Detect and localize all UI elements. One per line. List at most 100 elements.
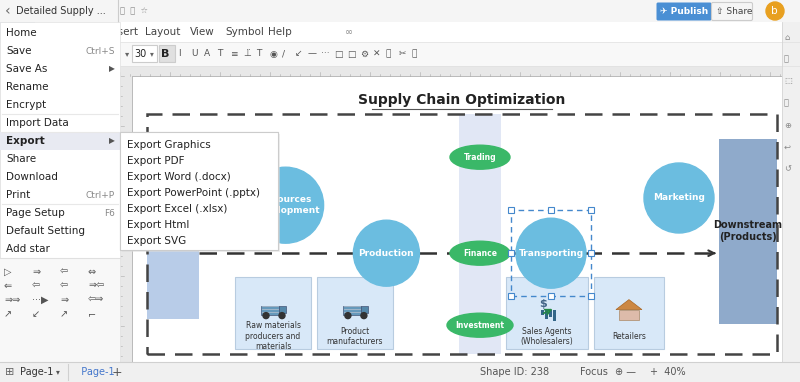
Bar	[549, 309, 552, 317]
Text: Shape ID: 238: Shape ID: 238	[480, 367, 549, 377]
Bar	[719, 139, 777, 324]
Text: Trading: Trading	[464, 153, 496, 162]
Bar	[541, 309, 544, 315]
Text: ✈ Publish: ✈ Publish	[660, 6, 708, 16]
Text: +: +	[112, 366, 122, 379]
Bar	[159, 45, 175, 62]
Bar	[508, 250, 514, 256]
Polygon shape	[616, 299, 642, 309]
Text: ⇧ Share: ⇧ Share	[716, 6, 753, 16]
Circle shape	[354, 220, 419, 286]
Text: Download: Download	[6, 172, 58, 182]
Text: ▾: ▾	[56, 367, 60, 377]
Text: ⇦: ⇦	[60, 281, 68, 291]
Text: ⇦: ⇦	[60, 267, 68, 277]
Circle shape	[766, 2, 784, 20]
Text: Finance: Finance	[463, 249, 497, 258]
Text: Page-1: Page-1	[75, 367, 114, 377]
Text: Marketing: Marketing	[653, 194, 705, 202]
Text: Detailed Supply ...: Detailed Supply ...	[16, 6, 106, 16]
Circle shape	[644, 163, 714, 233]
Bar	[511, 210, 591, 296]
Text: ▾: ▾	[125, 50, 130, 58]
Text: ⇒⇦: ⇒⇦	[88, 281, 104, 291]
Bar	[594, 277, 663, 349]
Bar	[122, 134, 280, 252]
Bar	[548, 293, 554, 299]
Bar	[132, 76, 782, 362]
Text: Retailers: Retailers	[612, 332, 646, 341]
Bar	[506, 277, 588, 349]
Text: Page-1: Page-1	[20, 367, 54, 377]
Text: Page Setup: Page Setup	[6, 208, 65, 218]
Text: Encrypt: Encrypt	[6, 100, 46, 110]
Text: Save As: Save As	[6, 64, 47, 74]
Bar	[588, 207, 594, 213]
Bar	[0, 22, 35, 42]
Text: ↙: ↙	[32, 309, 40, 319]
Text: A: A	[204, 50, 210, 58]
Text: Export PDF: Export PDF	[127, 156, 185, 166]
Text: ✂: ✂	[399, 50, 406, 58]
Text: ···▶: ···▶	[32, 295, 49, 305]
Text: Help: Help	[268, 27, 292, 37]
Text: b: b	[771, 6, 778, 16]
Text: ‹: ‹	[5, 4, 10, 18]
Text: Default Setting: Default Setting	[6, 226, 85, 236]
Text: ⇦⇒: ⇦⇒	[88, 295, 104, 305]
Text: Rename: Rename	[6, 82, 49, 92]
Text: Resources
Development: Resources Development	[252, 196, 319, 215]
Bar	[548, 207, 554, 213]
Text: ⬜: ⬜	[784, 99, 789, 107]
Text: Export PowerPoint (.pptx): Export PowerPoint (.pptx)	[127, 188, 260, 198]
Ellipse shape	[450, 241, 510, 265]
Circle shape	[263, 312, 269, 319]
Text: Import Data: Import Data	[6, 118, 69, 128]
Text: ⚙: ⚙	[360, 50, 368, 58]
Text: ↩: ↩	[784, 142, 791, 152]
Text: Home: Home	[6, 28, 37, 38]
Bar	[120, 132, 278, 250]
Bar	[120, 132, 278, 250]
Text: B: B	[161, 49, 170, 59]
Text: Layout: Layout	[145, 27, 180, 37]
Text: 🔒: 🔒	[386, 50, 391, 58]
Text: Share: Share	[6, 154, 36, 164]
Text: Save: Save	[6, 46, 31, 56]
Text: Export Word (.docx): Export Word (.docx)	[127, 172, 230, 182]
Bar	[545, 309, 548, 319]
Text: Transporting: Transporting	[518, 249, 583, 258]
Text: Export SVG: Export SVG	[127, 236, 186, 246]
Text: ↗: ↗	[60, 309, 68, 319]
Text: Export Graphics: Export Graphics	[127, 140, 210, 150]
Bar	[0, 132, 120, 150]
Text: ⬛  ⬛  ☆: ⬛ ⬛ ☆	[120, 6, 148, 16]
Text: ⇐: ⇐	[4, 281, 12, 291]
Bar	[343, 306, 361, 315]
Text: □: □	[334, 50, 342, 58]
Bar	[147, 149, 199, 319]
Bar	[0, 42, 120, 66]
Text: ▾: ▾	[150, 50, 154, 58]
Bar	[619, 309, 639, 320]
Text: Sales Agents
(Wholesalers): Sales Agents (Wholesalers)	[521, 327, 574, 346]
Bar	[120, 76, 132, 362]
Text: Export Html: Export Html	[127, 220, 190, 230]
Bar	[279, 306, 286, 312]
Text: T: T	[256, 50, 262, 58]
Text: Export Excel (.xlsx): Export Excel (.xlsx)	[127, 204, 227, 214]
Text: ⬚: ⬚	[784, 76, 792, 86]
Text: $: $	[539, 299, 547, 309]
Text: ⌐: ⌐	[88, 309, 96, 319]
Text: Focus: Focus	[580, 367, 608, 377]
Text: Downstream
(Products): Downstream (Products)	[714, 220, 782, 242]
Text: F6: F6	[104, 209, 115, 217]
Text: ↗: ↗	[4, 309, 12, 319]
Text: ⊕: ⊕	[784, 120, 791, 129]
Text: ↺: ↺	[784, 165, 791, 173]
Bar	[459, 114, 501, 354]
Text: Raw materials
producers and
materials: Raw materials producers and materials	[246, 321, 301, 351]
FancyBboxPatch shape	[657, 3, 711, 21]
Text: m
(s): m (s)	[166, 223, 179, 245]
Text: □: □	[347, 50, 355, 58]
